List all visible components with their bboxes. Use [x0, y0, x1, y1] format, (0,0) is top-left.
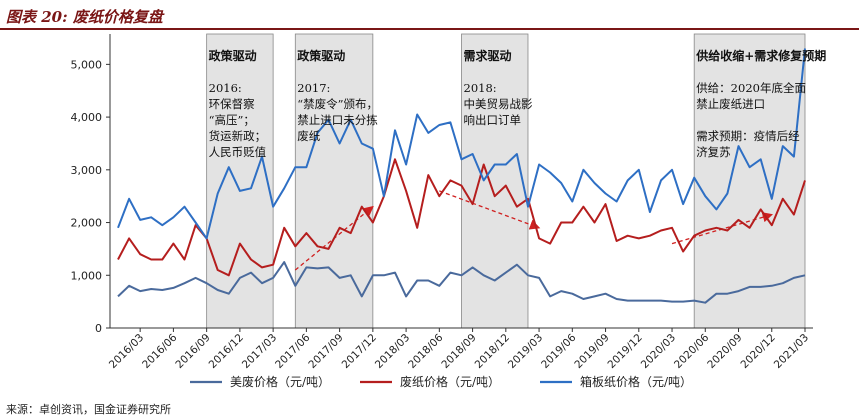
x-tick-label: 2021/03	[772, 332, 811, 371]
y-tick-label: 2,000	[71, 217, 103, 230]
x-tick-label: 2018/06	[406, 331, 446, 371]
x-tick-label: 2019/03	[506, 332, 545, 371]
period-label-1: 政策驱动	[209, 48, 257, 63]
period-note-line: 废纸	[297, 129, 320, 143]
period-note-line: 人民币贬值	[209, 145, 267, 159]
figure-title: 图表 20: 废纸价格复盘	[6, 8, 163, 26]
price-chart: 0 1,000 2,000 3,000 4,000 5,000 2016/032016/06…	[71, 33, 827, 389]
shaded-period-2	[294, 33, 374, 329]
title-rule	[0, 28, 859, 30]
shaded-period-4	[693, 33, 806, 329]
period-label-3: 需求驱动	[464, 48, 512, 63]
x-tick-label: 2018/12	[473, 332, 512, 371]
series-line-1	[117, 261, 806, 304]
x-tick-label: 2018/09	[439, 332, 478, 371]
x-tick-label: 2020/12	[739, 332, 778, 371]
period-note-line: “高压”；	[209, 113, 255, 127]
y-tick-label: 0	[95, 322, 102, 335]
y-tick-label: 1,000	[71, 269, 103, 282]
x-tick-label: 2017/12	[340, 332, 379, 371]
x-tick-label: 2020/03	[639, 332, 678, 371]
x-tick-label: 2020/09	[705, 332, 744, 371]
period-note-line: 中美贸易战影	[464, 97, 533, 111]
x-tick-label: 2019/12	[606, 332, 645, 371]
legend: 美废价格（元/吨） 废纸价格（元/吨） 箱板纸价格（元/吨）	[190, 374, 692, 389]
title-bar: 图表 20: 废纸价格复盘	[0, 0, 859, 30]
y-tick-label: 3,000	[71, 164, 103, 177]
period-note-line: 禁止废纸进口	[696, 97, 765, 111]
period-note-line: 环保督察	[209, 97, 255, 111]
period-note-line: 货运新政；	[209, 129, 266, 143]
series-line-2	[117, 158, 806, 277]
shaded-period-3	[461, 33, 529, 329]
period-note-line: 2017:	[297, 81, 330, 95]
period-note-line: 济复苏	[696, 145, 731, 159]
x-tick-label: 2016/03	[107, 332, 146, 371]
period-note-line: 2018:	[464, 81, 497, 95]
x-tick-label: 2018/03	[373, 332, 412, 371]
trend-arrow-2	[439, 190, 541, 230]
x-tick-label: 2019/09	[572, 332, 611, 371]
y-tick-label: 4,000	[71, 111, 103, 124]
period-note-line: 需求预期：疫情后经	[696, 129, 800, 143]
period-label-2: 政策驱动	[297, 48, 345, 63]
period-note-line: “禁废令”颁布，	[297, 97, 378, 111]
legend-label-1: 美废价格（元/吨）	[230, 374, 330, 389]
x-tick-label: 2016/12	[207, 332, 246, 371]
x-tick-label: 2016/09	[173, 332, 212, 371]
x-tick-label: 2019/06	[539, 331, 579, 371]
period-label-4: 供给收缩+需求修复预期	[695, 48, 826, 63]
shaded-period-1	[206, 33, 274, 329]
period-notes: 政策驱动 2016: 环保督察 “高压”； 货运新政； 人民币贬值 政策驱动 2017: “禁废…	[209, 48, 827, 159]
period-note-line: 响出口订单	[464, 113, 522, 127]
x-tick-label: 2017/06	[273, 331, 313, 371]
series-lines	[117, 48, 806, 304]
series-line-3	[117, 48, 806, 240]
legend-label-3: 箱板纸价格（元/吨）	[580, 374, 692, 389]
period-note-line: 供给：2020年底全面	[696, 81, 806, 95]
x-tick-label: 2020/06	[672, 331, 712, 371]
period-note-line: 禁止进口未分拣	[297, 113, 378, 127]
source-note: 来源：卓创资讯，国金证券研究所	[6, 403, 171, 416]
legend-label-2: 废纸价格（元/吨）	[400, 374, 500, 389]
x-tick-label: 2017/09	[306, 332, 345, 371]
y-tick-label: 5,000	[71, 58, 103, 71]
period-note-line: 2016:	[209, 81, 242, 95]
x-tick-label: 2016/06	[140, 331, 180, 371]
x-tick-label: 2017/03	[240, 332, 279, 371]
